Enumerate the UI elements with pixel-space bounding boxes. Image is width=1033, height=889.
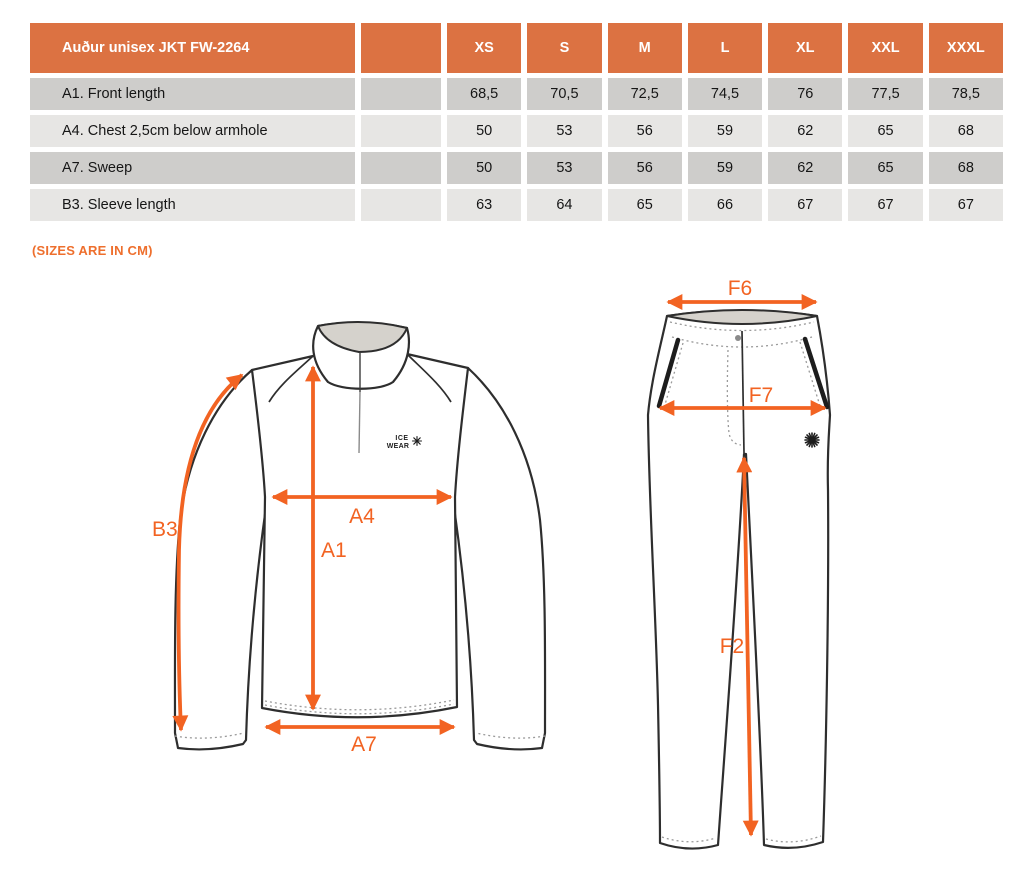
icewear-logo: ICE WEAR xyxy=(387,435,423,450)
fly-stitch xyxy=(726,349,742,446)
size-value-cell: 59 xyxy=(687,115,763,147)
logo-text-wear: WEAR xyxy=(387,443,410,450)
size-value-cell: 50 xyxy=(447,115,522,147)
b3-arrow xyxy=(172,373,244,732)
size-value-cell: 59 xyxy=(687,152,763,184)
jacket-diagram: ICE WEAR B3 A4 A1 A7 xyxy=(152,321,547,756)
snowflake-icon xyxy=(804,432,820,448)
size-value-cell: 78,5 xyxy=(928,78,1003,110)
size-value-cell: 62 xyxy=(768,152,843,184)
pants-diagram: F6 F7 F2 xyxy=(646,277,832,850)
left-pocket-stitch xyxy=(663,342,684,409)
size-value-cell: 65 xyxy=(848,152,923,184)
size-value-cell: 53 xyxy=(527,115,602,147)
left-pocket-piping xyxy=(656,337,681,409)
half-zip-line xyxy=(358,391,361,454)
waistband-interior xyxy=(666,309,818,325)
empty-header-cell xyxy=(361,23,441,73)
row-label: B3. Sleeve length xyxy=(30,189,355,221)
jacket-left-sleeve xyxy=(173,368,269,751)
collar-interior xyxy=(317,321,408,353)
right-pocket-piping xyxy=(802,336,830,410)
size-value-cell: 56 xyxy=(607,152,682,184)
center-front-seam xyxy=(741,330,745,454)
left-raglan-seam xyxy=(268,355,314,403)
size-value-cell: 70,5 xyxy=(527,78,602,110)
row-label: A1. Front length xyxy=(30,78,355,110)
size-value-cell: 53 xyxy=(527,152,602,184)
size-header-xxxl: XXXL xyxy=(928,23,1003,73)
f6-label: F6 xyxy=(728,277,753,300)
hem-stitch xyxy=(264,699,455,711)
hem-stitch xyxy=(264,703,455,715)
empty-cell xyxy=(361,78,441,110)
empty-cell xyxy=(361,152,441,184)
a4-label: A4 xyxy=(349,505,375,528)
right-hem-stitch xyxy=(765,835,822,843)
row-label: A4. Chest 2,5cm below armhole xyxy=(30,115,355,147)
row-label: A7. Sweep xyxy=(30,152,355,184)
right-raglan-seam xyxy=(406,353,452,403)
size-value-cell: 64 xyxy=(527,189,602,221)
size-value-cell: 68 xyxy=(928,152,1003,184)
size-header-l: L xyxy=(687,23,763,73)
size-value-cell: 66 xyxy=(687,189,763,221)
size-header-s: S xyxy=(527,23,602,73)
size-header-xxl: XXL xyxy=(848,23,923,73)
size-value-cell: 74,5 xyxy=(687,78,763,110)
a7-label: A7 xyxy=(351,733,377,756)
size-value-cell: 65 xyxy=(848,115,923,147)
product-name-header: Auður unisex JKT FW-2264 xyxy=(30,23,355,73)
size-value-cell: 72,5 xyxy=(607,78,682,110)
size-header-m: M xyxy=(607,23,682,73)
jacket-right-sleeve xyxy=(451,366,547,751)
size-value-cell: 62 xyxy=(768,115,843,147)
b3-label: B3 xyxy=(152,518,178,541)
size-value-cell: 56 xyxy=(607,115,682,147)
size-value-cell: 67 xyxy=(928,189,1003,221)
right-cuff-stitch xyxy=(475,732,546,739)
logo-text-ice: ICE xyxy=(395,435,408,442)
left-cuff-stitch xyxy=(174,732,245,739)
size-value-cell: 68 xyxy=(928,115,1003,147)
empty-cell xyxy=(361,115,441,147)
f2-label: F2 xyxy=(720,635,745,658)
a1-label: A1 xyxy=(321,539,347,562)
waistband-stitch xyxy=(669,321,815,332)
f7-label: F7 xyxy=(749,384,774,407)
pants-body xyxy=(646,309,832,850)
waist-button xyxy=(735,335,741,341)
size-value-cell: 67 xyxy=(768,189,843,221)
size-table: Auður unisex JKT FW-2264 XS S M L XL XXL… xyxy=(30,23,1003,221)
empty-cell xyxy=(361,189,441,221)
size-value-cell: 77,5 xyxy=(848,78,923,110)
left-hem-stitch xyxy=(661,836,717,843)
size-value-cell: 63 xyxy=(447,189,522,221)
snowflake-icon xyxy=(411,435,423,447)
right-pocket-stitch xyxy=(799,341,822,410)
size-header-xl: XL xyxy=(768,23,843,73)
size-value-cell: 76 xyxy=(768,78,843,110)
size-value-cell: 65 xyxy=(607,189,682,221)
size-value-cell: 50 xyxy=(447,152,522,184)
size-header-xs: XS xyxy=(447,23,522,73)
size-value-cell: 68,5 xyxy=(447,78,522,110)
f2-arrow xyxy=(736,456,759,837)
size-value-cell: 67 xyxy=(848,189,923,221)
sizes-note: (SIZES ARE IN CM) xyxy=(32,243,153,258)
